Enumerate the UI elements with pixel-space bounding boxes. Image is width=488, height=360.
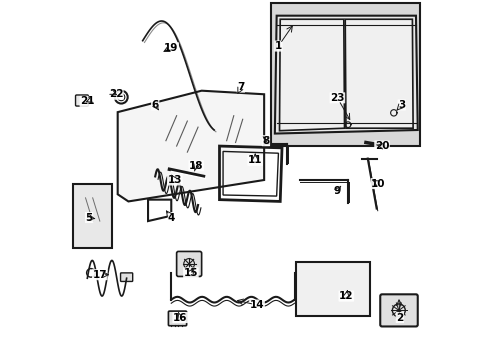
Text: 23: 23 <box>329 93 344 103</box>
Polygon shape <box>345 19 412 128</box>
Text: 21: 21 <box>80 96 94 107</box>
FancyBboxPatch shape <box>380 294 417 327</box>
Text: 14: 14 <box>249 300 264 310</box>
Text: 19: 19 <box>164 43 178 53</box>
Text: 2: 2 <box>395 312 403 323</box>
Text: 17: 17 <box>92 270 107 280</box>
Text: 16: 16 <box>173 312 187 323</box>
FancyBboxPatch shape <box>168 311 186 326</box>
Text: 3: 3 <box>397 100 405 110</box>
Polygon shape <box>73 184 112 248</box>
Text: 7: 7 <box>237 82 244 92</box>
Text: 5: 5 <box>85 212 93 222</box>
Text: 13: 13 <box>167 175 182 185</box>
Text: 15: 15 <box>183 268 198 278</box>
FancyBboxPatch shape <box>176 251 201 276</box>
Text: 11: 11 <box>247 156 262 165</box>
Polygon shape <box>296 262 369 316</box>
Text: 18: 18 <box>189 161 203 171</box>
Text: 1: 1 <box>274 41 282 51</box>
Text: 10: 10 <box>370 179 385 189</box>
FancyBboxPatch shape <box>75 95 88 106</box>
Text: 12: 12 <box>338 291 353 301</box>
Text: 4: 4 <box>167 212 175 222</box>
Text: 22: 22 <box>108 89 123 99</box>
Polygon shape <box>118 91 264 202</box>
Polygon shape <box>279 19 344 131</box>
Text: 8: 8 <box>262 136 269 146</box>
Polygon shape <box>274 16 417 134</box>
FancyBboxPatch shape <box>271 3 419 146</box>
Text: 20: 20 <box>374 141 388 151</box>
FancyBboxPatch shape <box>121 273 132 282</box>
Text: 9: 9 <box>333 186 340 196</box>
Text: 6: 6 <box>151 100 159 110</box>
